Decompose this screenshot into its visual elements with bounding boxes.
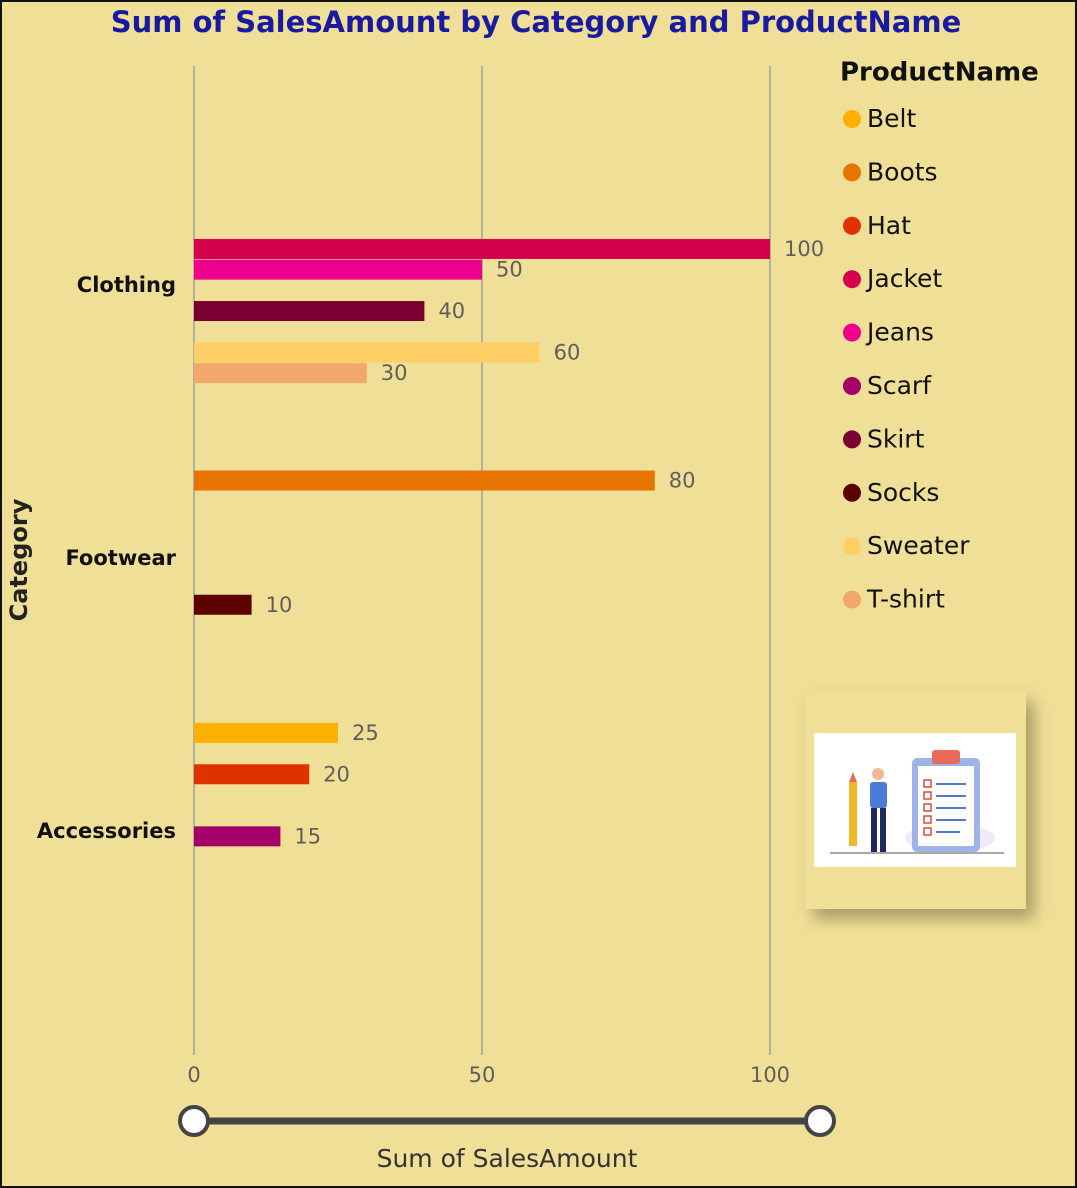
- y-axis-label: Category: [5, 498, 33, 621]
- chart-title: Sum of SalesAmount by Category and Produ…: [111, 5, 962, 39]
- bar: [194, 470, 655, 491]
- paper: [918, 766, 974, 846]
- bar: [194, 826, 281, 847]
- range-slider[interactable]: [178, 1105, 836, 1137]
- slider-handle[interactable]: [178, 1105, 210, 1137]
- slider-handle[interactable]: [804, 1105, 836, 1137]
- x-axis-label: Sum of SalesAmount: [377, 1144, 638, 1173]
- y-tick-label: Footwear: [65, 546, 176, 570]
- person-leg: [871, 808, 877, 852]
- data-label: 15: [294, 824, 321, 848]
- legend-marker: [843, 377, 861, 395]
- data-label: 60: [554, 340, 581, 364]
- legend-marker: [843, 590, 861, 609]
- bar: [194, 301, 425, 322]
- legend-label: Jeans: [865, 318, 934, 347]
- legend-label: Skirt: [867, 424, 925, 453]
- legend-label: Jacket: [865, 264, 942, 293]
- clip: [932, 750, 960, 764]
- data-label: 25: [352, 721, 379, 745]
- legend-marker: [843, 163, 861, 182]
- legend-marker: [843, 323, 861, 342]
- person-leg: [880, 808, 886, 852]
- person-head: [872, 768, 884, 780]
- legend-marker: [843, 483, 861, 502]
- person-body: [870, 782, 887, 808]
- pencil-tip: [849, 772, 857, 782]
- legend-label: T-shirt: [866, 585, 945, 614]
- x-tick-label: 0: [187, 1063, 200, 1087]
- legend-label: Socks: [867, 478, 939, 507]
- pencil: [849, 782, 857, 846]
- legend-label: Scarf: [867, 371, 932, 400]
- data-label: 30: [381, 361, 408, 385]
- y-tick-label: Accessories: [37, 819, 176, 843]
- bar: [194, 764, 310, 785]
- bar: [194, 594, 252, 615]
- data-label: 20: [323, 762, 350, 786]
- checklist: [936, 783, 966, 833]
- legend-marker: [843, 216, 861, 235]
- legend-label: Sweater: [867, 531, 970, 560]
- data-label: 80: [669, 469, 696, 493]
- data-label: 10: [266, 593, 293, 617]
- data-label: 100: [784, 237, 824, 261]
- legend-marker: [843, 537, 861, 556]
- checks: [923, 779, 932, 836]
- legend-label: Belt: [867, 104, 916, 133]
- image-card: [805, 691, 1026, 909]
- data-label: 40: [438, 299, 465, 323]
- legend-marker: [843, 270, 861, 289]
- legend-marker: [843, 110, 861, 128]
- bar: [194, 342, 540, 363]
- data-label: 50: [496, 258, 523, 282]
- bar: [194, 363, 367, 384]
- bar: [194, 259, 482, 280]
- legend-label: Hat: [867, 211, 911, 240]
- legend-title: ProductName: [840, 58, 1039, 88]
- legend-marker: [843, 430, 861, 449]
- bar: [194, 722, 338, 743]
- x-tick-label: 50: [469, 1063, 496, 1087]
- x-tick-label: 100: [750, 1063, 790, 1087]
- bar: [194, 238, 770, 259]
- legend-label: Boots: [867, 157, 938, 186]
- y-tick-label: Clothing: [77, 273, 176, 297]
